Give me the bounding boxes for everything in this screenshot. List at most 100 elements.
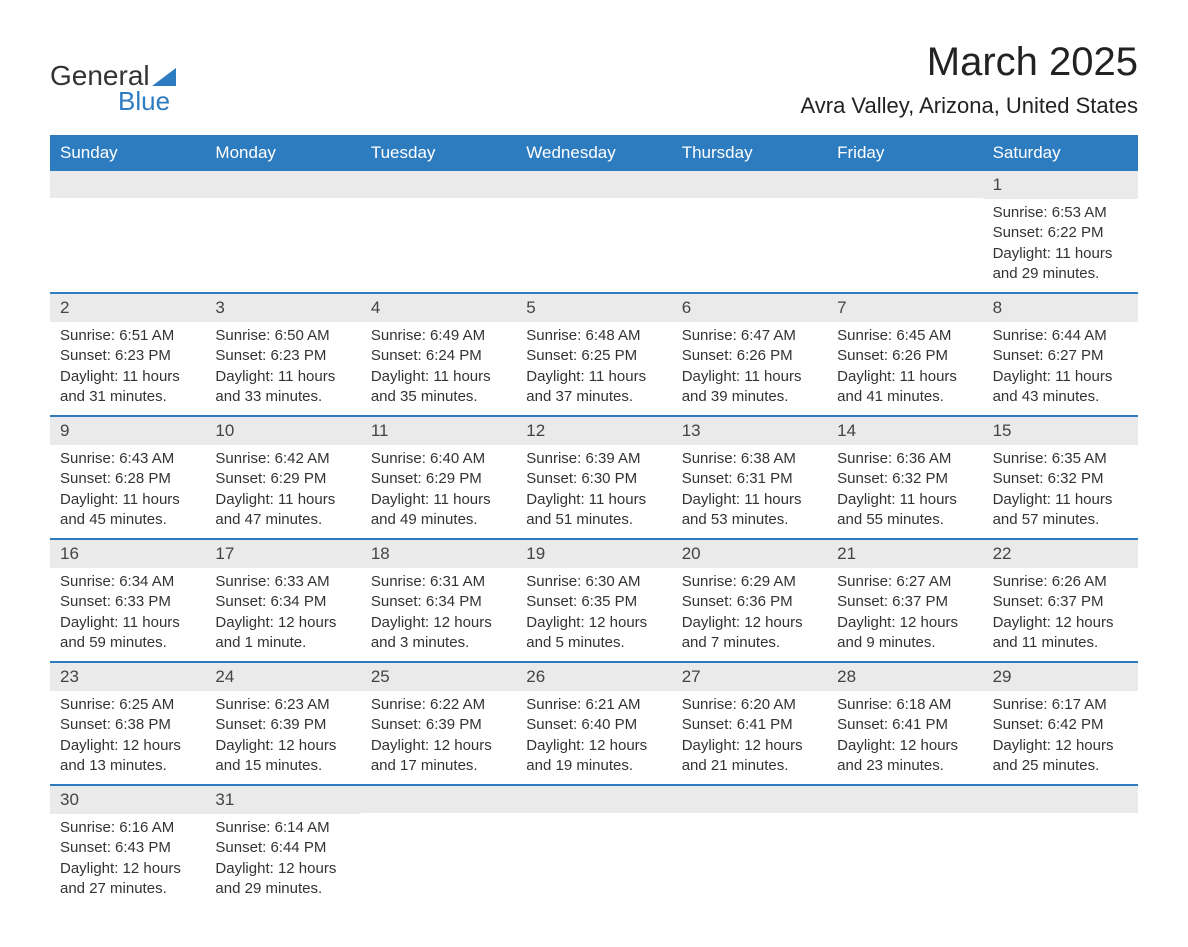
day-detail-line: Sunset: 6:28 PM	[60, 469, 195, 489]
day-content	[516, 813, 671, 825]
day-detail-line: Sunset: 6:44 PM	[215, 838, 350, 858]
day-content: Sunrise: 6:45 AMSunset: 6:26 PMDaylight:…	[827, 322, 982, 415]
day-content: Sunrise: 6:48 AMSunset: 6:25 PMDaylight:…	[516, 322, 671, 415]
day-content: Sunrise: 6:21 AMSunset: 6:40 PMDaylight:…	[516, 691, 671, 784]
day-detail-line: Daylight: 12 hours and 25 minutes.	[993, 736, 1128, 777]
day-detail-line: Daylight: 11 hours and 41 minutes.	[837, 367, 972, 408]
day-cell	[827, 786, 982, 907]
day-detail-line: Sunset: 6:42 PM	[993, 715, 1128, 735]
day-detail-line: Sunrise: 6:50 AM	[215, 326, 350, 346]
day-number: 13	[672, 417, 827, 445]
day-cell: 12Sunrise: 6:39 AMSunset: 6:30 PMDayligh…	[516, 417, 671, 538]
day-detail-line: Daylight: 11 hours and 51 minutes.	[526, 490, 661, 531]
day-cell: 27Sunrise: 6:20 AMSunset: 6:41 PMDayligh…	[672, 663, 827, 784]
day-detail-line: Sunset: 6:25 PM	[526, 346, 661, 366]
day-number: 5	[516, 294, 671, 322]
day-cell: 3Sunrise: 6:50 AMSunset: 6:23 PMDaylight…	[205, 294, 360, 415]
calendar-week: 2Sunrise: 6:51 AMSunset: 6:23 PMDaylight…	[50, 292, 1138, 415]
day-cell: 22Sunrise: 6:26 AMSunset: 6:37 PMDayligh…	[983, 540, 1138, 661]
day-detail-line: Sunset: 6:34 PM	[371, 592, 506, 612]
day-detail-line: Sunset: 6:22 PM	[993, 223, 1128, 243]
day-content: Sunrise: 6:35 AMSunset: 6:32 PMDaylight:…	[983, 445, 1138, 538]
day-number: 17	[205, 540, 360, 568]
day-number: 4	[361, 294, 516, 322]
day-content: Sunrise: 6:47 AMSunset: 6:26 PMDaylight:…	[672, 322, 827, 415]
day-content: Sunrise: 6:53 AMSunset: 6:22 PMDaylight:…	[983, 199, 1138, 292]
day-content: Sunrise: 6:33 AMSunset: 6:34 PMDaylight:…	[205, 568, 360, 661]
day-detail-line: Daylight: 12 hours and 29 minutes.	[215, 859, 350, 900]
day-header: Monday	[205, 135, 360, 171]
day-detail-line: Sunset: 6:38 PM	[60, 715, 195, 735]
day-number: 30	[50, 786, 205, 814]
day-cell: 5Sunrise: 6:48 AMSunset: 6:25 PMDaylight…	[516, 294, 671, 415]
day-number	[672, 786, 827, 813]
day-header: Sunday	[50, 135, 205, 171]
day-detail-line: Sunrise: 6:49 AM	[371, 326, 506, 346]
day-content: Sunrise: 6:51 AMSunset: 6:23 PMDaylight:…	[50, 322, 205, 415]
day-detail-line: Daylight: 11 hours and 33 minutes.	[215, 367, 350, 408]
day-detail-line: Sunset: 6:36 PM	[682, 592, 817, 612]
day-number	[516, 171, 671, 198]
day-content: Sunrise: 6:42 AMSunset: 6:29 PMDaylight:…	[205, 445, 360, 538]
day-number: 25	[361, 663, 516, 691]
day-cell: 25Sunrise: 6:22 AMSunset: 6:39 PMDayligh…	[361, 663, 516, 784]
day-content: Sunrise: 6:40 AMSunset: 6:29 PMDaylight:…	[361, 445, 516, 538]
day-header: Thursday	[672, 135, 827, 171]
day-content	[516, 198, 671, 210]
day-number: 7	[827, 294, 982, 322]
day-number: 10	[205, 417, 360, 445]
day-detail-line: Sunrise: 6:23 AM	[215, 695, 350, 715]
day-detail-line: Sunrise: 6:26 AM	[993, 572, 1128, 592]
day-content	[361, 813, 516, 825]
day-cell: 26Sunrise: 6:21 AMSunset: 6:40 PMDayligh…	[516, 663, 671, 784]
day-number: 20	[672, 540, 827, 568]
day-detail-line: Daylight: 12 hours and 23 minutes.	[837, 736, 972, 777]
day-detail-line: Daylight: 12 hours and 19 minutes.	[526, 736, 661, 777]
day-content	[983, 813, 1138, 825]
day-number: 11	[361, 417, 516, 445]
day-header: Saturday	[983, 135, 1138, 171]
day-cell: 23Sunrise: 6:25 AMSunset: 6:38 PMDayligh…	[50, 663, 205, 784]
day-content: Sunrise: 6:26 AMSunset: 6:37 PMDaylight:…	[983, 568, 1138, 661]
day-cell: 30Sunrise: 6:16 AMSunset: 6:43 PMDayligh…	[50, 786, 205, 907]
day-detail-line: Sunset: 6:40 PM	[526, 715, 661, 735]
day-content	[827, 813, 982, 825]
day-detail-line: Sunrise: 6:16 AM	[60, 818, 195, 838]
day-cell: 2Sunrise: 6:51 AMSunset: 6:23 PMDaylight…	[50, 294, 205, 415]
day-detail-line: Daylight: 12 hours and 27 minutes.	[60, 859, 195, 900]
day-detail-line: Sunrise: 6:38 AM	[682, 449, 817, 469]
day-detail-line: Daylight: 11 hours and 35 minutes.	[371, 367, 506, 408]
day-detail-line: Sunset: 6:31 PM	[682, 469, 817, 489]
day-number	[361, 786, 516, 813]
day-content: Sunrise: 6:43 AMSunset: 6:28 PMDaylight:…	[50, 445, 205, 538]
day-content	[50, 198, 205, 210]
day-number	[50, 171, 205, 198]
day-cell	[516, 171, 671, 292]
day-number: 19	[516, 540, 671, 568]
month-title: March 2025	[800, 40, 1138, 85]
day-detail-line: Daylight: 12 hours and 17 minutes.	[371, 736, 506, 777]
day-cell: 24Sunrise: 6:23 AMSunset: 6:39 PMDayligh…	[205, 663, 360, 784]
day-detail-line: Sunrise: 6:20 AM	[682, 695, 817, 715]
day-cell	[205, 171, 360, 292]
day-detail-line: Sunset: 6:26 PM	[837, 346, 972, 366]
logo-text-blue: Blue	[118, 86, 176, 117]
day-detail-line: Sunset: 6:26 PM	[682, 346, 817, 366]
day-content	[361, 198, 516, 210]
day-cell	[361, 171, 516, 292]
day-header: Friday	[827, 135, 982, 171]
day-detail-line: Sunset: 6:37 PM	[993, 592, 1128, 612]
day-detail-line: Daylight: 11 hours and 43 minutes.	[993, 367, 1128, 408]
day-detail-line: Sunrise: 6:51 AM	[60, 326, 195, 346]
day-detail-line: Sunset: 6:33 PM	[60, 592, 195, 612]
day-cell: 14Sunrise: 6:36 AMSunset: 6:32 PMDayligh…	[827, 417, 982, 538]
day-cell	[672, 786, 827, 907]
day-cell: 29Sunrise: 6:17 AMSunset: 6:42 PMDayligh…	[983, 663, 1138, 784]
day-detail-line: Sunrise: 6:53 AM	[993, 203, 1128, 223]
day-number: 28	[827, 663, 982, 691]
day-detail-line: Sunrise: 6:45 AM	[837, 326, 972, 346]
day-detail-line: Sunset: 6:29 PM	[215, 469, 350, 489]
day-detail-line: Sunrise: 6:47 AM	[682, 326, 817, 346]
day-content	[827, 198, 982, 210]
day-content: Sunrise: 6:17 AMSunset: 6:42 PMDaylight:…	[983, 691, 1138, 784]
